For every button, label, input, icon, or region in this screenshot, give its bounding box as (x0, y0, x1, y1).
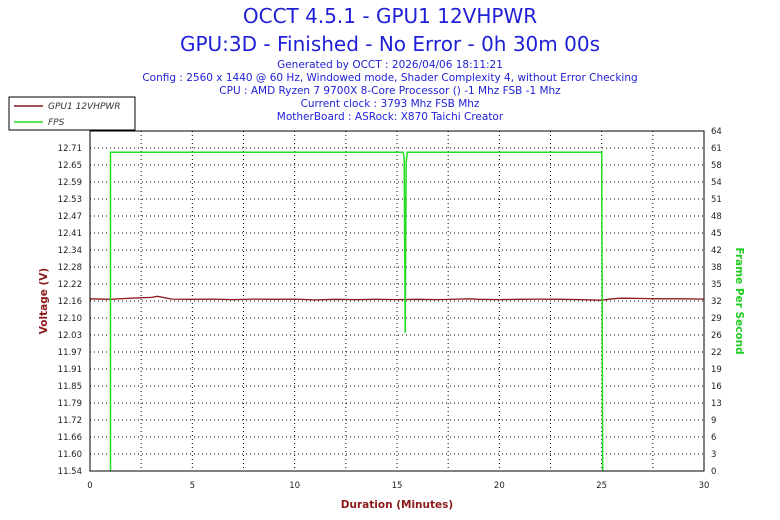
y-axis-label: Voltage (V) (38, 268, 50, 335)
chart-subtitle: GPU:3D - Finished - No Error - 0h 30m 00… (179, 32, 600, 56)
y2-tick-label: 22 (711, 348, 722, 358)
y2-tick-label: 13 (711, 399, 722, 409)
grid (90, 131, 704, 471)
y2-tick-label: 38 (711, 263, 722, 273)
y-tick-label: 12.41 (58, 229, 82, 239)
y2-tick-label: 6 (711, 433, 716, 443)
x-tick-label: 0 (87, 481, 92, 491)
info-config: Config : 2560 x 1440 @ 60 Hz, Windowed m… (142, 72, 638, 84)
y2-tick-label: 54 (711, 178, 722, 188)
tick-labels: 0 3 6 9 13 16 19 22 26 29 32 35 38 42 45 48 51 54 58 61 64 11… (58, 127, 722, 491)
y-tick-label: 11.97 (58, 348, 82, 358)
y-tick-label: 12.10 (58, 314, 82, 324)
y2-tick-label: 58 (711, 161, 722, 171)
y-tick-label: 12.28 (58, 263, 82, 273)
y-tick-label: 12.03 (58, 331, 82, 341)
x-axis-label: Duration (Minutes) (341, 499, 453, 511)
y2-tick-label: 9 (711, 416, 716, 426)
x-tick-label: 30 (699, 481, 710, 491)
series-line-voltage (89, 295, 705, 301)
info-cpu: CPU : AMD Ryzen 7 9700X 8-Core Processor… (219, 85, 561, 97)
y-tick-label: 11.72 (58, 416, 82, 426)
y2-axis-label: Frame Per Second (733, 247, 745, 354)
y-tick-label: 11.85 (58, 382, 82, 392)
y2-tick-label: 61 (711, 144, 722, 154)
series-layer (89, 151, 705, 472)
x-tick-label: 10 (289, 481, 300, 491)
y-tick-label: 11.91 (58, 365, 82, 375)
y-tick-label: 12.59 (58, 178, 82, 188)
info-clock: Current clock : 3793 Mhz FSB Mhz (300, 98, 480, 110)
info-motherboard: MotherBoard : ASRock: X870 Taichi Creato… (276, 111, 504, 123)
info-generated: Generated by OCCT : 2026/04/06 18:11:21 (277, 59, 503, 71)
legend-box (8, 96, 136, 131)
y2-tick-label: 0 (711, 467, 716, 477)
chart-title: OCCT 4.5.1 - GPU1 12VHPWR (242, 4, 538, 28)
y2-tick-label: 16 (711, 382, 722, 392)
x-tick-label: 5 (190, 481, 195, 491)
y-tick-label: 12.22 (58, 280, 82, 290)
y2-tick-label: 26 (711, 331, 722, 341)
y2-tick-label: 64 (711, 127, 722, 137)
y2-tick-label: 32 (711, 297, 722, 307)
y2-tick-label: 45 (711, 229, 722, 239)
y-tick-label: 11.54 (58, 467, 82, 477)
y2-tick-label: 48 (711, 212, 722, 222)
y-tick-label: 12.47 (58, 212, 82, 222)
y-tick-label: 11.60 (58, 450, 82, 460)
y2-tick-label: 3 (711, 450, 716, 460)
y2-tick-label: 19 (711, 365, 722, 375)
x-tick-label: 15 (392, 481, 403, 491)
series-line-fps (109, 151, 604, 472)
y-tick-label: 12.65 (58, 161, 82, 171)
y-tick-label: 11.66 (58, 433, 82, 443)
y-tick-label: 11.79 (58, 399, 82, 409)
legend-label-fps: FPS (48, 118, 65, 128)
y2-tick-label: 51 (711, 195, 722, 205)
legend: GPU1 12VHPWR FPS (8, 96, 136, 131)
y-tick-label: 12.71 (58, 144, 82, 154)
y2-tick-label: 29 (711, 314, 722, 324)
x-tick-label: 25 (596, 481, 607, 491)
y-tick-label: 12.34 (58, 246, 82, 256)
y-tick-label: 12.16 (58, 297, 82, 307)
plot-frame (89, 130, 705, 472)
x-tick-label: 20 (494, 481, 505, 491)
y2-tick-label: 35 (711, 280, 722, 290)
y-tick-label: 12.53 (58, 195, 82, 205)
legend-label-voltage: GPU1 12VHPWR (48, 102, 121, 112)
y2-tick-label: 42 (711, 246, 722, 256)
